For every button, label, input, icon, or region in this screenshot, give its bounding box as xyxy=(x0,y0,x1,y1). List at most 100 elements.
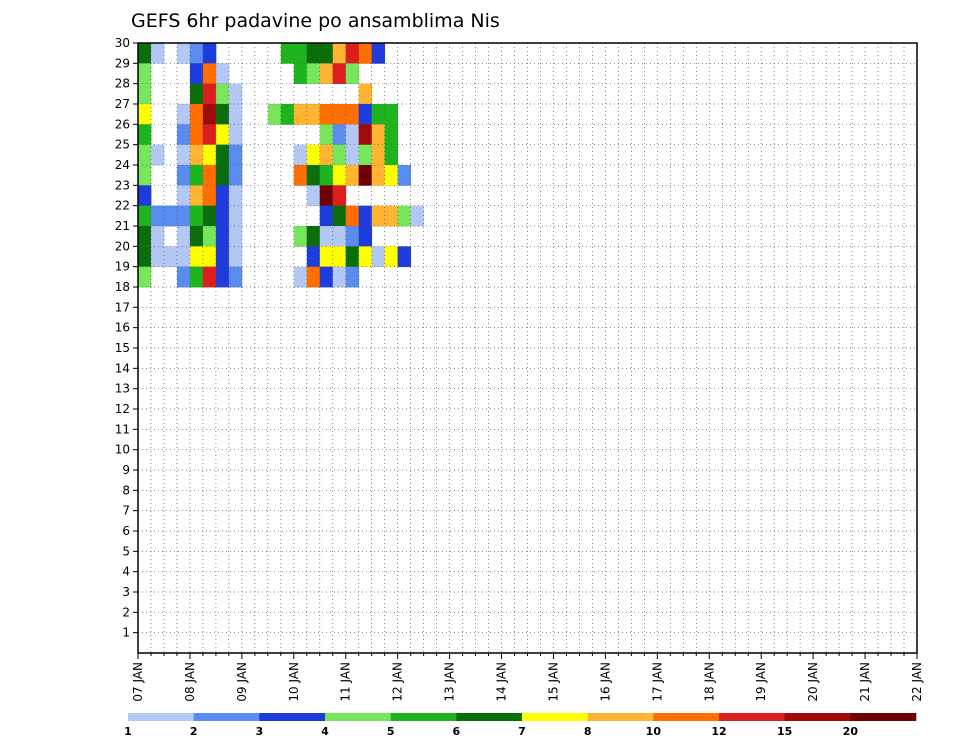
heatmap-cell xyxy=(150,246,165,268)
heatmap-cell xyxy=(345,104,360,125)
y-tick-label: 14 xyxy=(115,361,130,375)
heatmap-cell xyxy=(345,205,360,227)
y-tick-label: 17 xyxy=(115,300,130,314)
heatmap-cell xyxy=(319,205,334,227)
heatmap-cell xyxy=(358,144,373,166)
heatmap-cell xyxy=(293,43,308,64)
heatmap-cell xyxy=(176,246,191,268)
colorbar-swatch xyxy=(390,713,457,721)
heatmap-cell xyxy=(371,124,386,146)
colorbar-label: 7 xyxy=(518,725,526,738)
heatmap-cell xyxy=(176,124,191,146)
heatmap-cell xyxy=(319,63,334,85)
heatmap-cell xyxy=(138,43,152,64)
heatmap-cell xyxy=(202,185,217,207)
heatmap-cell xyxy=(189,226,204,247)
heatmap-cell xyxy=(228,205,243,227)
colorbar-swatch xyxy=(850,713,917,721)
y-tick-label: 29 xyxy=(115,56,130,70)
y-tick-label: 13 xyxy=(115,382,130,396)
heatmap-cell xyxy=(319,144,334,166)
grid-lines xyxy=(138,43,917,653)
x-tick-label: 12 JAN xyxy=(391,662,405,702)
heatmap-cell xyxy=(189,185,204,207)
heatmap-cell xyxy=(189,83,204,105)
heatmap-cell xyxy=(397,205,412,227)
heatmap-cell xyxy=(176,144,191,166)
heatmap-cell xyxy=(332,43,347,64)
heatmap-cell xyxy=(345,124,360,146)
heatmap-cell xyxy=(138,104,152,125)
colorbar-label: 3 xyxy=(256,725,264,738)
heatmap-cell xyxy=(358,246,373,268)
heatmap-cell xyxy=(345,63,360,85)
heatmap-cell xyxy=(358,165,373,186)
heatmap-cell xyxy=(319,266,334,288)
heatmap-cell xyxy=(345,165,360,186)
heatmap-cell xyxy=(345,144,360,166)
heatmap-cell xyxy=(202,165,217,186)
colorbar-swatch xyxy=(522,713,588,721)
heatmap-cell xyxy=(138,226,152,247)
heatmap-cell xyxy=(397,246,412,268)
heatmap-cell xyxy=(319,165,334,186)
x-tick-label: 10 JAN xyxy=(287,662,301,702)
heatmap-cell xyxy=(215,165,230,186)
heatmap-cell xyxy=(371,43,386,64)
heatmap-cell xyxy=(384,144,399,166)
heatmap-cell xyxy=(215,226,230,247)
heatmap-cell xyxy=(345,266,360,288)
colorbar-label: 6 xyxy=(453,725,461,738)
heatmap-cell xyxy=(138,266,152,288)
x-tick-label: 21 JAN xyxy=(858,662,872,702)
colorbar-swatch xyxy=(193,713,260,721)
heatmap-cell xyxy=(202,246,217,268)
heatmap-cell xyxy=(332,124,347,146)
heatmap-cell xyxy=(150,205,165,227)
y-tick-label: 23 xyxy=(115,178,130,192)
colorbar-swatch xyxy=(719,713,785,721)
heatmap-cell xyxy=(332,165,347,186)
y-tick-label: 28 xyxy=(115,77,130,91)
heatmap-cell xyxy=(228,124,243,146)
x-tick-label: 17 JAN xyxy=(650,662,664,702)
y-tick-label: 4 xyxy=(122,565,130,579)
heatmap-cell xyxy=(189,124,204,146)
heatmap-cell xyxy=(150,144,165,166)
x-axis: 07 JAN 08 JAN 09 JAN 10 JAN 11 JAN 12 JAN 13 J… xyxy=(131,653,924,702)
heatmap-cell xyxy=(202,43,217,64)
y-tick-label: 16 xyxy=(115,321,130,335)
colorbar-swatch xyxy=(456,713,523,721)
heatmap-cell xyxy=(176,185,191,207)
y-tick-label: 8 xyxy=(122,483,130,497)
heatmap-cell xyxy=(306,43,321,64)
y-tick-label: 18 xyxy=(115,280,130,294)
heatmap-cell xyxy=(306,144,321,166)
colorbar-label: 12 xyxy=(711,725,726,738)
heatmap-cell xyxy=(202,144,217,166)
heatmap-cell xyxy=(215,266,230,288)
heatmap-cell xyxy=(215,83,230,105)
heatmap-cell xyxy=(280,104,295,125)
heatmap-cell xyxy=(371,246,386,268)
heatmap-cell xyxy=(215,185,230,207)
colorbar-swatch xyxy=(587,713,654,721)
y-tick-label: 24 xyxy=(115,158,130,172)
heatmap-cell xyxy=(332,185,347,207)
heatmap-cell xyxy=(138,63,152,85)
heatmap-cell xyxy=(215,246,230,268)
y-tick-label: 11 xyxy=(115,422,130,436)
heatmap-cell xyxy=(306,63,321,85)
heatmap-cell xyxy=(228,266,243,288)
heatmap-cell xyxy=(228,185,243,207)
heatmap-cell xyxy=(163,246,178,268)
heatmap-cell xyxy=(189,266,204,288)
colorbar-label: 1 xyxy=(124,725,132,738)
heatmap-cell xyxy=(306,246,321,268)
y-tick-label: 27 xyxy=(115,97,130,111)
heatmap-cell xyxy=(202,63,217,85)
y-tick-label: 7 xyxy=(122,504,130,518)
x-tick-label: 14 JAN xyxy=(495,662,509,702)
heatmap-cell xyxy=(215,144,230,166)
